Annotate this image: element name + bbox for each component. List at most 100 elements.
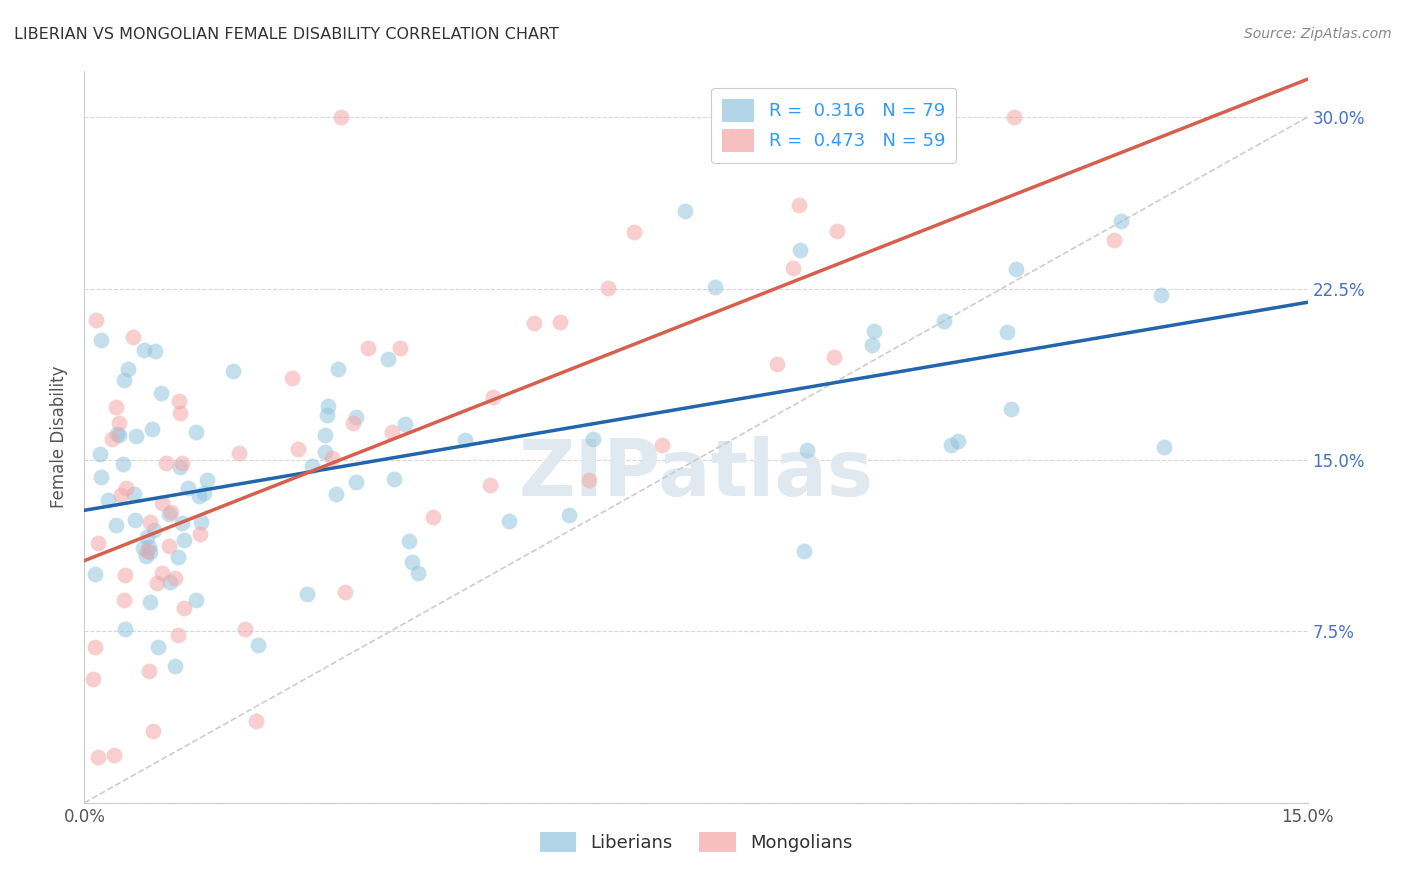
- Point: [398, 534, 420, 549]
- Point: [314, 428, 336, 442]
- Point: [138, 595, 160, 609]
- Point: [318, 399, 340, 413]
- Point: [789, 243, 811, 257]
- Y-axis label: Female Disability: Female Disability: [51, 366, 69, 508]
- Point: [321, 450, 343, 465]
- Point: [344, 410, 367, 425]
- Point: [150, 566, 173, 581]
- Point: [325, 487, 347, 501]
- Point: [160, 506, 183, 520]
- Point: [138, 544, 160, 558]
- Point: [159, 575, 181, 590]
- Point: [101, 432, 124, 446]
- Point: [703, 280, 725, 294]
- Point: [136, 530, 159, 544]
- Point: [766, 358, 789, 372]
- Point: [173, 533, 195, 548]
- Point: [138, 540, 160, 554]
- Point: [124, 487, 146, 501]
- Point: [165, 658, 187, 673]
- Point: [110, 488, 132, 502]
- Text: ZIPatlas: ZIPatlas: [519, 435, 873, 512]
- Point: [155, 456, 177, 470]
- Point: [825, 224, 848, 238]
- Point: [169, 406, 191, 420]
- Point: [82, 672, 104, 686]
- Point: [1005, 262, 1028, 277]
- Point: [406, 566, 429, 580]
- Point: [186, 593, 208, 607]
- Point: [108, 428, 131, 442]
- Point: [297, 587, 319, 601]
- Text: LIBERIAN VS MONGOLIAN FEMALE DISABILITY CORRELATION CHART: LIBERIAN VS MONGOLIAN FEMALE DISABILITY …: [14, 27, 560, 42]
- Point: [934, 314, 956, 328]
- Point: [247, 638, 270, 652]
- Point: [301, 459, 323, 474]
- Point: [863, 324, 886, 338]
- Point: [117, 361, 139, 376]
- Point: [793, 543, 815, 558]
- Point: [796, 442, 818, 457]
- Point: [651, 437, 673, 451]
- Point: [558, 508, 581, 523]
- Point: [342, 416, 364, 430]
- Text: Source: ZipAtlas.com: Source: ZipAtlas.com: [1244, 27, 1392, 41]
- Point: [131, 541, 153, 555]
- Point: [860, 338, 883, 352]
- Point: [150, 496, 173, 510]
- Point: [190, 515, 212, 529]
- Point: [90, 470, 112, 484]
- Point: [172, 457, 194, 471]
- Point: [167, 394, 190, 409]
- Point: [316, 408, 339, 422]
- Point: [108, 416, 131, 430]
- Point: [995, 326, 1018, 340]
- Point: [104, 518, 127, 533]
- Point: [782, 260, 804, 275]
- Point: [97, 492, 120, 507]
- Point: [114, 568, 136, 582]
- Point: [326, 361, 349, 376]
- Point: [187, 489, 209, 503]
- Point: [1150, 287, 1173, 301]
- Point: [1000, 401, 1022, 416]
- Point: [169, 460, 191, 475]
- Point: [381, 425, 404, 440]
- Point: [498, 514, 520, 528]
- Point: [177, 481, 200, 495]
- Point: [389, 341, 412, 355]
- Point: [287, 442, 309, 456]
- Point: [146, 640, 169, 655]
- Point: [394, 417, 416, 431]
- Point: [141, 422, 163, 436]
- Point: [105, 427, 128, 442]
- Point: [1104, 233, 1126, 247]
- Point: [124, 513, 146, 527]
- Point: [112, 592, 135, 607]
- Point: [157, 508, 180, 522]
- Point: [157, 539, 180, 553]
- Point: [138, 665, 160, 679]
- Point: [166, 628, 188, 642]
- Point: [357, 341, 380, 355]
- Point: [136, 544, 159, 558]
- Point: [281, 371, 304, 385]
- Point: [228, 446, 250, 460]
- Point: [454, 433, 477, 447]
- Point: [548, 315, 571, 329]
- Point: [115, 481, 138, 495]
- Point: [146, 576, 169, 591]
- Point: [84, 313, 107, 327]
- Point: [114, 622, 136, 636]
- Point: [578, 473, 600, 487]
- Point: [582, 432, 605, 446]
- Point: [939, 438, 962, 452]
- Point: [104, 400, 127, 414]
- Point: [143, 523, 166, 537]
- Point: [150, 386, 173, 401]
- Point: [382, 472, 405, 486]
- Point: [87, 750, 110, 764]
- Point: [330, 110, 353, 124]
- Point: [623, 225, 645, 239]
- Point: [523, 316, 546, 330]
